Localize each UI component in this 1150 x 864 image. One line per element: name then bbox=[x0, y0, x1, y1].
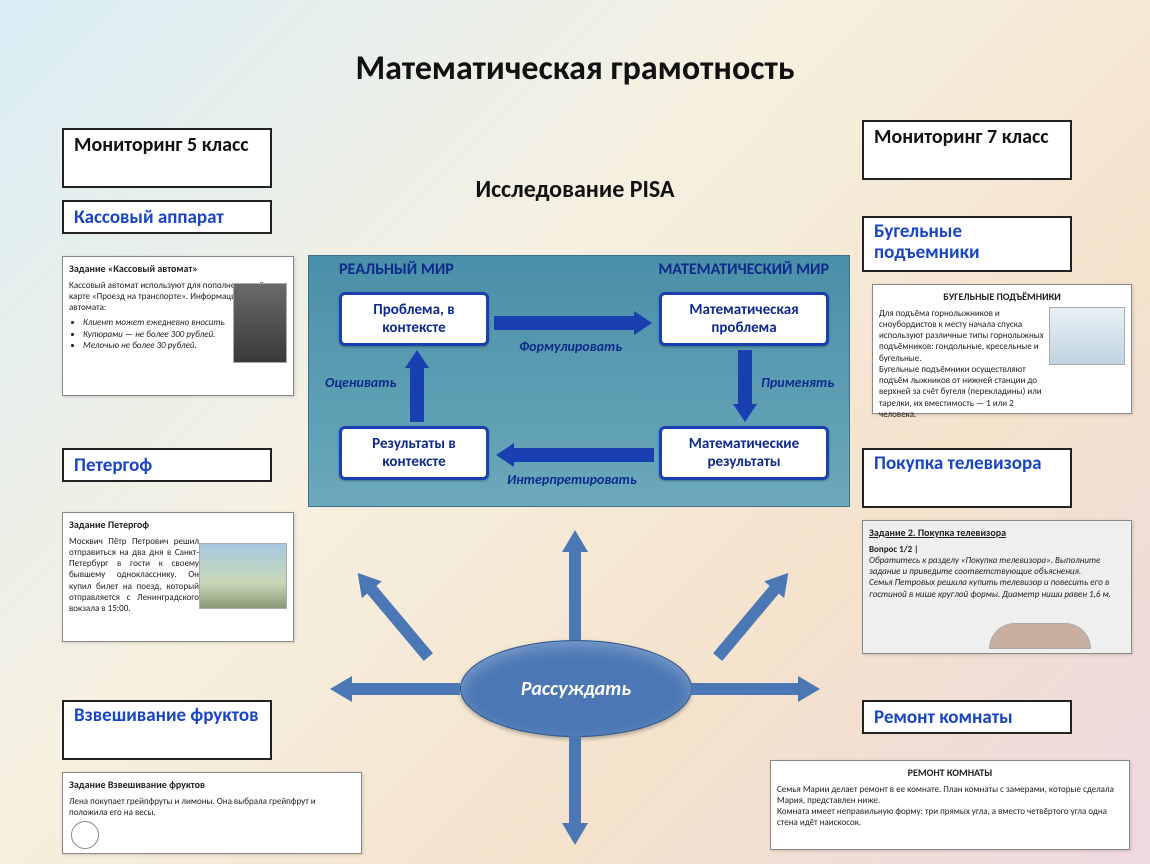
atm-image bbox=[233, 283, 287, 363]
card-body: Для подъёма горнолыжников и сноубордисто… bbox=[879, 308, 1049, 421]
right-item-2-card: Задание 2. Покупка телевизора Вопрос 1/2… bbox=[862, 520, 1132, 654]
node-math-problem: Математическая проблема bbox=[659, 292, 829, 346]
label-evaluate: Оценивать bbox=[325, 374, 396, 391]
label-formulate: Формулировать bbox=[519, 338, 622, 355]
pisa-cycle-diagram: РЕАЛЬНЫЙ МИР МАТЕМАТИЧЕСКИЙ МИР Проблема… bbox=[308, 255, 850, 507]
left-item-2-card: Задание Петергоф Москвич Пётр Петрович р… bbox=[62, 512, 294, 642]
right-header: Мониторинг 7 класс bbox=[862, 120, 1072, 180]
left-header: Мониторинг 5 класс bbox=[62, 128, 272, 188]
card-title: Задание Взвешивание фруктов bbox=[69, 779, 355, 792]
skilift-image bbox=[1049, 307, 1125, 365]
diagram-right-header: МАТЕМАТИЧЕСКИЙ МИР bbox=[658, 260, 829, 279]
card-title: РЕМОНТ КОМНАТЫ bbox=[777, 767, 1123, 780]
peterhof-image bbox=[199, 543, 287, 609]
right-item-3-card: РЕМОНТ КОМНАТЫ Семья Марии делает ремонт… bbox=[770, 760, 1130, 850]
card-body: Семья Марии делает ремонт в ее комнате. … bbox=[777, 784, 1123, 829]
left-item-1-card: Задание «Кассовый автомат» Кассовый авто… bbox=[62, 256, 294, 396]
label-apply: Применять bbox=[761, 374, 834, 391]
fruit-icon bbox=[71, 821, 99, 849]
spoke-ul bbox=[348, 565, 439, 666]
page-title: Математическая грамотность bbox=[0, 48, 1150, 89]
right-item-1-label: Бугельные подъемники bbox=[862, 216, 1072, 272]
spoke-up bbox=[562, 530, 588, 640]
arrow-formulate bbox=[494, 310, 654, 334]
left-item-1-label: Кассовый аппарат bbox=[62, 200, 272, 234]
hub-reason: Рассуждать bbox=[460, 640, 692, 737]
node-results-context: Результаты в контексте bbox=[339, 426, 489, 480]
spoke-right bbox=[690, 676, 820, 702]
card-title: Задание 2. Покупка телевизора bbox=[869, 527, 1125, 540]
card-title: Задание Петергоф bbox=[69, 519, 287, 532]
node-math-results: Математические результаты bbox=[659, 426, 829, 480]
left-item-2-label: Петергоф bbox=[62, 448, 272, 482]
spoke-left bbox=[330, 676, 460, 702]
spoke-ur bbox=[708, 565, 799, 666]
card-title: БУГЕЛЬНЫЕ ПОДЪЁМНИКИ bbox=[879, 291, 1125, 304]
arrow-interpret bbox=[494, 442, 654, 466]
diagram-left-header: РЕАЛЬНЫЙ МИР bbox=[339, 260, 454, 279]
arrow-apply bbox=[733, 350, 757, 422]
label-interpret: Интерпретировать bbox=[507, 471, 637, 488]
right-item-2-label: Покупка телевизора bbox=[862, 448, 1072, 508]
card-sub: Вопрос 1/2 | bbox=[869, 544, 1125, 555]
slide: Математическая грамотность Исследование … bbox=[0, 0, 1150, 864]
left-item-3-card: Задание Взвешивание фруктов Лена покупае… bbox=[62, 772, 362, 854]
right-item-3-label: Ремонт комнаты bbox=[862, 700, 1072, 734]
card-body: Лена покупает грейпфруты и лимоны. Она в… bbox=[69, 796, 355, 819]
tv-image bbox=[989, 623, 1091, 649]
spoke-down bbox=[562, 735, 588, 845]
arrow-evaluate bbox=[405, 350, 429, 422]
right-item-1-card: БУГЕЛЬНЫЕ ПОДЪЁМНИКИ Для подъёма горнолы… bbox=[872, 284, 1132, 414]
card-body: Обратитесь к разделу «Покупка телевизора… bbox=[869, 555, 1125, 600]
node-problem-context: Проблема, в контексте bbox=[339, 292, 489, 346]
card-body: Москвич Пётр Петрович решил отправиться … bbox=[69, 536, 199, 615]
left-item-3-label: Взвешивание фруктов bbox=[62, 700, 272, 760]
card-title: Задание «Кассовый автомат» bbox=[69, 263, 287, 276]
